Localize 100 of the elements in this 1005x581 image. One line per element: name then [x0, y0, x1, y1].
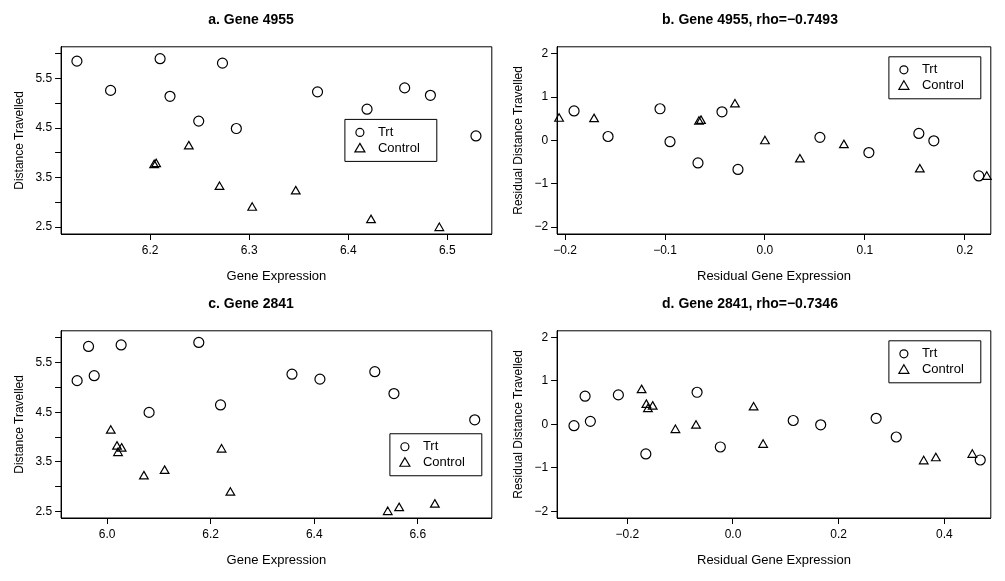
point [230, 122, 242, 135]
y-tick-label: −2 [534, 219, 549, 234]
point [670, 424, 681, 434]
x-tick-label: 0.4 [935, 526, 953, 541]
x-tick-label: 0.0 [756, 242, 774, 257]
point [981, 171, 992, 180]
point [71, 375, 83, 387]
point [579, 390, 591, 402]
y-tick-label: 2 [541, 329, 549, 344]
point [112, 440, 122, 450]
point [714, 441, 726, 453]
point [469, 414, 481, 426]
point [382, 506, 393, 516]
legend-label: Trt [921, 345, 938, 361]
point [748, 401, 759, 411]
point [794, 153, 805, 163]
point [247, 202, 258, 211]
point [214, 181, 225, 191]
point [214, 399, 227, 411]
point [314, 373, 326, 385]
point [758, 439, 769, 448]
point [470, 130, 482, 142]
x-tick-label: −0.2 [615, 526, 640, 541]
point [612, 389, 624, 401]
point [429, 499, 440, 508]
legend-label: Trt [377, 123, 394, 139]
point [88, 370, 100, 382]
point [361, 103, 373, 115]
y-tick-label: 5.5 [35, 70, 53, 85]
y-tick-label: 0 [541, 416, 549, 431]
point [568, 105, 580, 117]
chart-title: a. Gene 4955 [208, 11, 295, 28]
x-axis-title: Gene Expression [226, 551, 327, 567]
chart-title: b. Gene 4955, rho=−0.7493 [662, 11, 839, 28]
point [159, 465, 170, 474]
x-axis-title: Residual Gene Expression [696, 267, 851, 283]
point [216, 57, 229, 69]
y-axis-title: Residual Distance Travelled [510, 350, 525, 499]
x-tick-label: 6.2 [202, 526, 220, 541]
point [654, 103, 666, 115]
point [584, 415, 596, 427]
point [930, 452, 941, 462]
y-tick-label: −1 [534, 176, 549, 191]
x-tick-label: 0.2 [956, 242, 974, 257]
legend-label: Control [921, 361, 964, 377]
point [890, 431, 902, 443]
legend-label: Control [921, 77, 964, 93]
x-tick-label: 6.3 [240, 242, 258, 257]
point [394, 502, 405, 512]
x-tick-label: 0.2 [830, 526, 848, 541]
point [183, 140, 194, 150]
point [366, 214, 376, 224]
point [115, 339, 127, 351]
point [105, 425, 116, 434]
point [640, 448, 652, 460]
x-tick-label: 6.4 [339, 242, 357, 257]
point [568, 420, 580, 432]
point [290, 185, 301, 195]
point [154, 53, 166, 65]
y-tick-label: 4.5 [35, 404, 53, 419]
legend-label: Control [377, 139, 420, 155]
x-tick-label: 6.4 [305, 526, 323, 541]
y-tick-label: −1 [534, 460, 549, 475]
point [636, 384, 647, 394]
point [732, 163, 744, 176]
y-tick-label: 1 [541, 89, 549, 104]
point [928, 135, 940, 147]
x-tick-label: −0.2 [553, 242, 578, 257]
point [225, 487, 236, 496]
x-tick-label: 6.6 [409, 526, 427, 541]
point [691, 386, 703, 398]
point [193, 115, 205, 127]
point [424, 89, 437, 101]
y-tick-label: 2 [541, 46, 549, 61]
x-tick-label: 6.5 [438, 242, 456, 257]
point [286, 368, 298, 380]
point [967, 449, 978, 458]
y-tick-label: 2.5 [35, 503, 53, 518]
x-axis-title: Gene Expression [226, 267, 327, 283]
point [434, 222, 445, 232]
y-tick-label: 2.5 [35, 219, 53, 234]
point [716, 106, 728, 118]
chart-title: c. Gene 2841 [208, 295, 295, 312]
point [602, 130, 614, 143]
point [193, 336, 205, 349]
point [589, 113, 599, 123]
point [815, 419, 827, 431]
point [814, 131, 826, 143]
legend-label: Trt [422, 438, 439, 454]
y-tick-label: 5.5 [35, 355, 53, 370]
y-axis-title: Distance Travelled [11, 91, 26, 190]
x-tick-label: −0.1 [653, 242, 678, 257]
point [82, 340, 95, 353]
point [641, 399, 652, 408]
point [388, 387, 400, 400]
point [164, 90, 176, 102]
point [863, 146, 875, 159]
legend-label: Control [422, 454, 465, 470]
y-tick-label: −2 [534, 503, 549, 518]
point [918, 455, 929, 465]
